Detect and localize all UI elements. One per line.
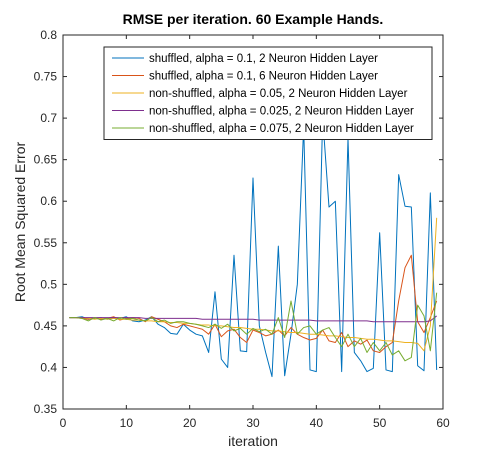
x-tick-label: 60 <box>436 416 450 430</box>
series-line-5 <box>69 292 438 362</box>
series-layer <box>69 116 438 378</box>
y-tick-label: 0.45 <box>34 319 58 333</box>
y-tick-label: 0.4 <box>40 360 57 374</box>
y-tick-label: 0.35 <box>34 402 58 416</box>
legend-entry: shuffled, alpha = 0.1, 6 Neuron Hidden L… <box>149 71 378 83</box>
legend-entry: shuffled, alpha = 0.1, 2 Neuron Hidden L… <box>149 53 378 65</box>
x-tick-label: 30 <box>246 416 260 430</box>
y-tick-label: 0.75 <box>34 70 58 84</box>
x-axis-label: iteration <box>228 433 278 449</box>
legend-entry: non-shuffled, alpha = 0.025, 2 Neuron Hi… <box>149 106 414 118</box>
x-tick-label: 40 <box>310 416 324 430</box>
legend-box <box>103 46 433 140</box>
legend-entry: non-shuffled, alpha = 0.075, 2 Neuron Hi… <box>149 123 414 135</box>
ticks-layer: 0 10 20 30 40 50 60 0.35 0.4 0.45 0.5 0.55 0.6 0.65 0.… <box>34 28 450 430</box>
y-axis-label: Root Mean Squared Error <box>12 142 28 303</box>
y-tick-label: 0.5 <box>40 277 57 291</box>
y-tick-label: 0.6 <box>40 194 57 208</box>
legend: shuffled, alpha = 0.1, 2 Neuron Hidden L… <box>103 46 433 140</box>
legend-entry: non-shuffled, alpha = 0.05, 2 Neuron Hid… <box>149 88 408 100</box>
y-tick-label: 0.7 <box>40 111 57 125</box>
series-line-3 <box>69 217 438 352</box>
y-tick-label: 0.55 <box>34 236 58 250</box>
series-line-4 <box>69 315 437 323</box>
x-tick-label: 50 <box>373 416 387 430</box>
y-tick-label: 0.65 <box>34 153 58 167</box>
x-tick-label: 20 <box>183 416 197 430</box>
y-tick-label: 0.8 <box>40 28 57 42</box>
chart-title: RMSE per iteration. 60 Example Hands. <box>123 11 384 27</box>
x-tick-label: 10 <box>120 416 134 430</box>
x-tick-label: 0 <box>60 416 67 430</box>
